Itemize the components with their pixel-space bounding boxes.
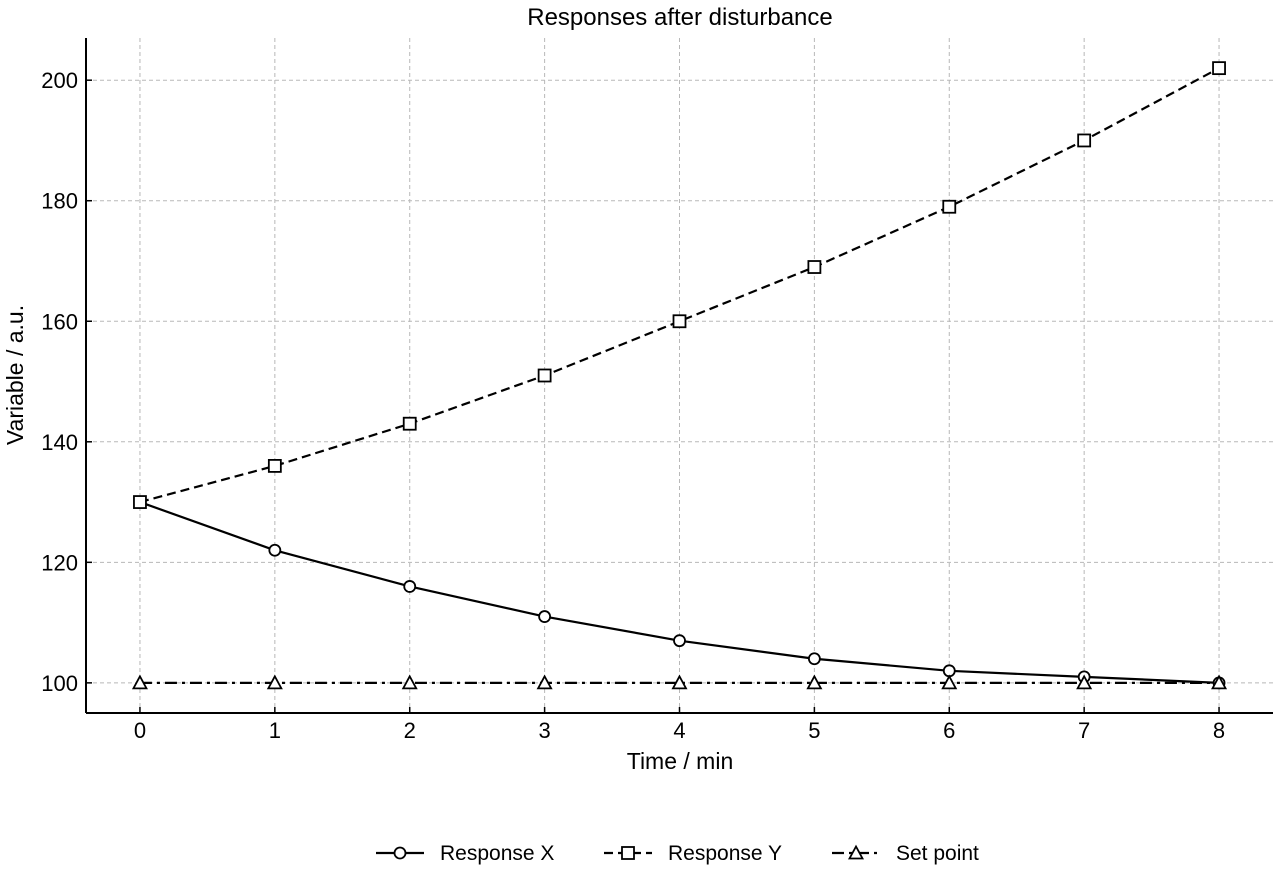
data-point <box>1212 61 1226 76</box>
ticks: 0 1 2 3 4 5 6 7 8 100 120 140 160 180 200 <box>41 68 1225 743</box>
legend-label: Set point <box>896 842 979 865</box>
legend-label: Response X <box>440 842 554 865</box>
legend-item: Response X <box>376 842 554 865</box>
legend-item: Set point <box>832 842 979 865</box>
series-set-point <box>131 674 1228 690</box>
legend-label: Response Y <box>668 842 782 865</box>
data-point <box>401 674 418 690</box>
x-tick-label: 4 <box>673 718 685 743</box>
y-tick-label: 160 <box>41 309 78 334</box>
data-point <box>538 610 552 623</box>
series-line <box>139 67 1220 504</box>
grid <box>86 38 1273 713</box>
x-tick-label: 5 <box>808 718 820 743</box>
series-response-x <box>133 495 1226 690</box>
data-point <box>536 674 553 690</box>
data-point <box>806 674 823 690</box>
x-tick-label: 7 <box>1078 718 1090 743</box>
data-point <box>131 674 148 690</box>
x-tick-label: 8 <box>1213 718 1225 743</box>
chart-title: Responses after disturbance <box>527 4 833 31</box>
x-axis-label: Time / min <box>627 748 734 774</box>
data-point <box>673 634 686 648</box>
y-axis-label: Variable / a.u. <box>2 305 28 445</box>
data-point <box>403 580 417 593</box>
data-point <box>942 199 957 214</box>
series <box>131 61 1228 690</box>
legend: Response X Response Y Set point <box>376 842 979 865</box>
legend-item: Response Y <box>604 842 782 865</box>
x-tick-label: 3 <box>538 718 550 743</box>
data-point <box>1211 674 1228 690</box>
y-tick-label: 120 <box>41 550 78 575</box>
data-point <box>1077 133 1092 148</box>
y-tick-label: 100 <box>41 671 78 696</box>
data-point <box>133 495 147 509</box>
x-tick-label: 1 <box>269 718 281 743</box>
data-point <box>266 674 283 690</box>
y-tick-label: 140 <box>41 430 78 455</box>
x-tick-label: 2 <box>404 718 416 743</box>
data-point <box>671 674 688 690</box>
x-tick-label: 6 <box>943 718 955 743</box>
data-point <box>268 543 282 557</box>
data-point <box>402 416 417 431</box>
data-point <box>807 652 821 666</box>
data-point <box>267 459 282 473</box>
legend-marker <box>847 844 865 860</box>
data-point <box>1076 674 1093 690</box>
series-response-y <box>133 61 1226 509</box>
legend-marker <box>393 846 407 860</box>
data-point <box>941 674 958 690</box>
data-point <box>672 314 687 329</box>
y-tick-label: 200 <box>41 68 78 93</box>
data-point <box>807 260 822 274</box>
data-point <box>537 368 552 383</box>
x-tick-label: 0 <box>134 718 146 743</box>
y-tick-label: 180 <box>41 189 78 214</box>
legend-marker <box>621 846 635 860</box>
